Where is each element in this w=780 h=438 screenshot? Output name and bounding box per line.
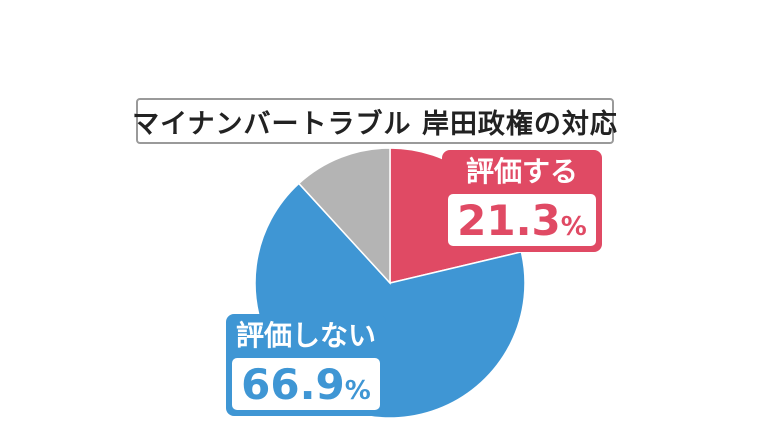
slice-label-positive: 評価する 21.3% bbox=[442, 150, 602, 252]
slice-label-value: 21.3% bbox=[448, 194, 596, 246]
slice-value-unit: % bbox=[344, 376, 371, 406]
slice-label-name: 評価する bbox=[465, 155, 578, 188]
slice-label-value: 66.9% bbox=[232, 358, 380, 410]
slice-label-negative: 評価しない 66.9% bbox=[226, 314, 386, 416]
slice-value-number: 21.3 bbox=[457, 196, 561, 245]
chart-title: マイナンバートラブル 岸田政権の対応 bbox=[132, 108, 618, 140]
pie-slice-other bbox=[297, 147, 391, 285]
slice-value-unit: % bbox=[560, 212, 587, 242]
slice-label-name: 評価しない bbox=[235, 319, 376, 352]
slice-value-number: 66.9 bbox=[241, 360, 345, 409]
chart-title-box: マイナンバートラブル 岸田政権の対応 bbox=[132, 98, 617, 144]
